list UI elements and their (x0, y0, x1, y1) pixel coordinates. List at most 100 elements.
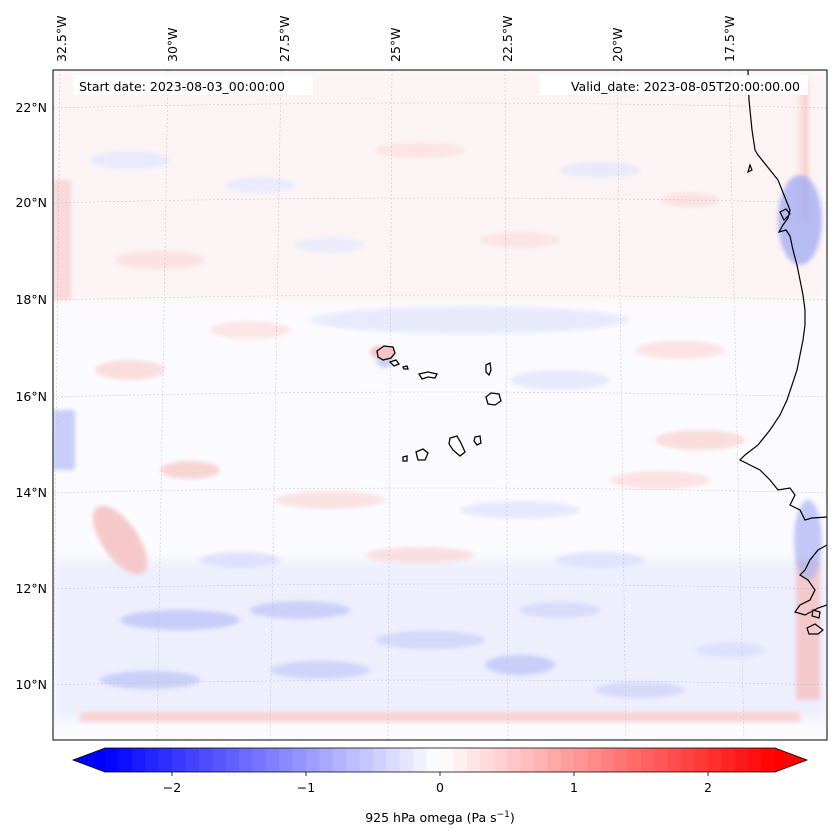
start-date-label: Start date: 2023-08-03_00:00:00 (79, 79, 285, 94)
colorbar-cell (748, 748, 763, 772)
island-boa-vista (485, 392, 502, 406)
colorbar-right-extension (775, 748, 807, 772)
colorbar-cell (399, 748, 414, 772)
colorbar-cell (600, 748, 615, 772)
lat-tick-12n: 12°N (15, 581, 47, 596)
map-frame (52, 69, 828, 741)
colorbar-cell (734, 748, 749, 772)
colorbar-left-extension (73, 748, 105, 772)
island-brava (402, 455, 408, 462)
longitude-tick-labels: 32.5°W 30°W 27.5°W 25°W 22.5°W 20°W 17.5… (54, 16, 737, 62)
lon-tick-32-5w: 32.5°W (54, 16, 69, 62)
cbar-tick-2: 2 (704, 780, 712, 795)
colorbar-cell (359, 748, 374, 772)
colorbar-cell (627, 748, 642, 772)
colorbar-ticks: −2 −1 0 1 2 (163, 772, 712, 795)
colorbar-cell (413, 748, 428, 772)
colorbar-cell (587, 748, 602, 772)
colorbar-cell (507, 748, 521, 772)
island-santo-antao (376, 345, 396, 361)
colorbar-cell (761, 748, 776, 772)
valid-date-box: Valid_date: 2023-08-05T20:00:00.00 (540, 75, 808, 95)
island-sao-vicente (388, 359, 401, 367)
coastlines (738, 70, 827, 635)
colorbar-cell (493, 748, 508, 772)
lat-tick-20n: 20°N (15, 195, 47, 210)
west-africa-coastline (738, 70, 827, 521)
cbar-tick-0: 0 (436, 780, 444, 795)
lat-tick-16n: 16°N (15, 389, 47, 404)
colorbar-cell (105, 748, 119, 772)
colorbar-cell (386, 748, 401, 772)
colorbar-cell (131, 748, 146, 772)
colorbar-cell (158, 748, 173, 772)
guinea-coastline (794, 544, 827, 616)
colorbar-cell (694, 748, 709, 772)
omega-field (53, 70, 827, 722)
colorbar-label: 925 hPa omega (Pa s−1) (365, 810, 515, 825)
colorbar-cell (346, 748, 361, 772)
colorbar-cell (708, 748, 722, 772)
colorbar-cell (172, 748, 186, 772)
colorbar-cell (185, 748, 200, 772)
colorbar-cell (279, 748, 294, 772)
colorbar-cell (480, 748, 495, 772)
lat-tick-18n: 18°N (15, 292, 47, 307)
colorbar-cell (198, 748, 213, 772)
colorbar-cell (654, 748, 669, 772)
colorbar-cell (265, 748, 280, 772)
colorbar-cell (574, 748, 588, 772)
colorbar-cell (306, 748, 320, 772)
colorbar-cell (332, 748, 347, 772)
island-sao-nicolau (417, 371, 438, 380)
start-date-box: Start date: 2023-08-03_00:00:00 (73, 75, 313, 95)
colorbar-cell (667, 748, 682, 772)
colorbar-cell (681, 748, 696, 772)
colorbar-cell (520, 748, 535, 772)
colorbar-cell (319, 748, 334, 772)
colorbar-cell (466, 748, 481, 772)
valid-date-label: Valid_date: 2023-08-05T20:00:00.00 (571, 79, 800, 94)
colorbar-cell (440, 748, 454, 772)
colorbar-cell (614, 748, 629, 772)
colorbar: −2 −1 0 1 2 925 hPa omega (Pa s−1) (71, 747, 809, 825)
lon-tick-30w: 30°W (165, 27, 180, 62)
cbar-tick-1: 1 (570, 780, 578, 795)
colorbar-cell (212, 748, 227, 772)
island-fogo (415, 448, 429, 461)
lon-tick-25w: 25°W (388, 27, 403, 62)
cbar-tick-neg1: −1 (297, 780, 315, 795)
latitude-tick-labels: 22°N 20°N 18°N 16°N 14°N 12°N 10°N (15, 100, 47, 692)
lon-tick-20w: 20°W (610, 27, 625, 62)
island-maio (473, 435, 482, 446)
colorbar-cell (560, 748, 575, 772)
lat-tick-22n: 22°N (15, 100, 47, 115)
colorbar-cell (641, 748, 655, 772)
map-panel: Start date: 2023-08-03_00:00:00 Valid_da… (52, 69, 828, 741)
island-santa-luzia (402, 365, 409, 370)
cbar-tick-neg2: −2 (163, 780, 181, 795)
colorbar-cell (225, 748, 240, 772)
lon-tick-22-5w: 22.5°W (500, 16, 515, 62)
island-santiago (448, 435, 466, 457)
colorbar-cell (533, 748, 548, 772)
lon-tick-17-5w: 17.5°W (722, 16, 737, 62)
colorbar-cell (145, 748, 160, 772)
colorbar-cells (105, 748, 776, 772)
colorbar-cell (239, 748, 253, 772)
colorbar-cell (373, 748, 387, 772)
colorbar-cell (721, 748, 736, 772)
island-sal (485, 362, 492, 377)
colorbar-cell (252, 748, 267, 772)
colorbar-cell (292, 748, 307, 772)
lon-tick-27-5w: 27.5°W (277, 16, 292, 62)
colorbar-cell (547, 748, 562, 772)
colorbar-cell (453, 748, 468, 772)
cabo-verde-islands (376, 345, 502, 462)
lat-tick-10n: 10°N (15, 677, 47, 692)
lat-tick-14n: 14°N (15, 485, 47, 500)
colorbar-cell (426, 748, 441, 772)
colorbar-cell (118, 748, 133, 772)
colorbar-outline (71, 747, 809, 773)
